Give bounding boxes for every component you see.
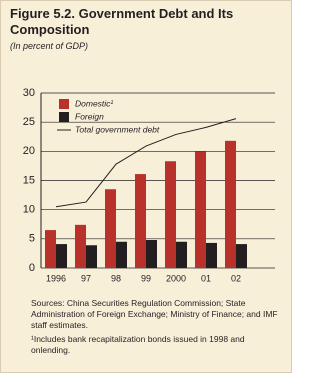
x-tick-label: 1996 xyxy=(46,273,66,283)
line xyxy=(55,118,237,208)
bar xyxy=(146,240,157,268)
bar xyxy=(176,241,187,268)
chart: 0 5 10 15 20 25 30 1996 97 98 99 2000 01 02 Domestic¹ F… xyxy=(23,87,275,283)
bar xyxy=(116,241,127,268)
y-tick-label: 5 xyxy=(29,233,35,245)
y-tick-label: 25 xyxy=(23,116,35,128)
bar xyxy=(195,151,206,268)
bar xyxy=(45,230,56,268)
source-note: Sources: China Securities Regulation Com… xyxy=(31,298,278,330)
legend-label: Domestic¹ xyxy=(75,98,113,108)
figure: Figure 5.2. Government Debt and Its Comp… xyxy=(0,0,292,373)
x-tick-label: 98 xyxy=(111,273,121,283)
x-tick-label: 01 xyxy=(201,273,211,283)
bar xyxy=(225,140,236,268)
x-tick-label: 97 xyxy=(81,273,91,283)
y-tick-label: 15 xyxy=(23,174,35,186)
bar xyxy=(206,242,217,268)
footnote: ¹Includes bank recapitalization bonds is… xyxy=(31,334,245,355)
y-tick-label: 20 xyxy=(23,145,35,157)
y-tick-label: 10 xyxy=(23,204,35,216)
y-tick-label: 0 xyxy=(29,262,35,274)
legend-swatch xyxy=(59,99,69,109)
legend-label: Foreign xyxy=(75,111,104,121)
x-tick-label: 02 xyxy=(231,273,241,283)
chart-subtitle: (In percent of GDP) xyxy=(10,41,89,51)
bar xyxy=(236,244,247,268)
bar xyxy=(56,244,67,268)
bar xyxy=(105,189,116,268)
bar xyxy=(165,161,176,268)
chart-title: Figure 5.2. Government Debt and Its Comp… xyxy=(10,6,234,37)
legend-swatch xyxy=(59,112,69,122)
bar xyxy=(135,174,146,268)
bar xyxy=(75,224,86,268)
x-tick-label: 2000 xyxy=(166,273,186,283)
legend-label: Total government debt xyxy=(75,124,160,134)
x-tick-label: 99 xyxy=(141,273,151,283)
bar xyxy=(86,245,97,268)
y-tick-label: 30 xyxy=(23,87,35,99)
